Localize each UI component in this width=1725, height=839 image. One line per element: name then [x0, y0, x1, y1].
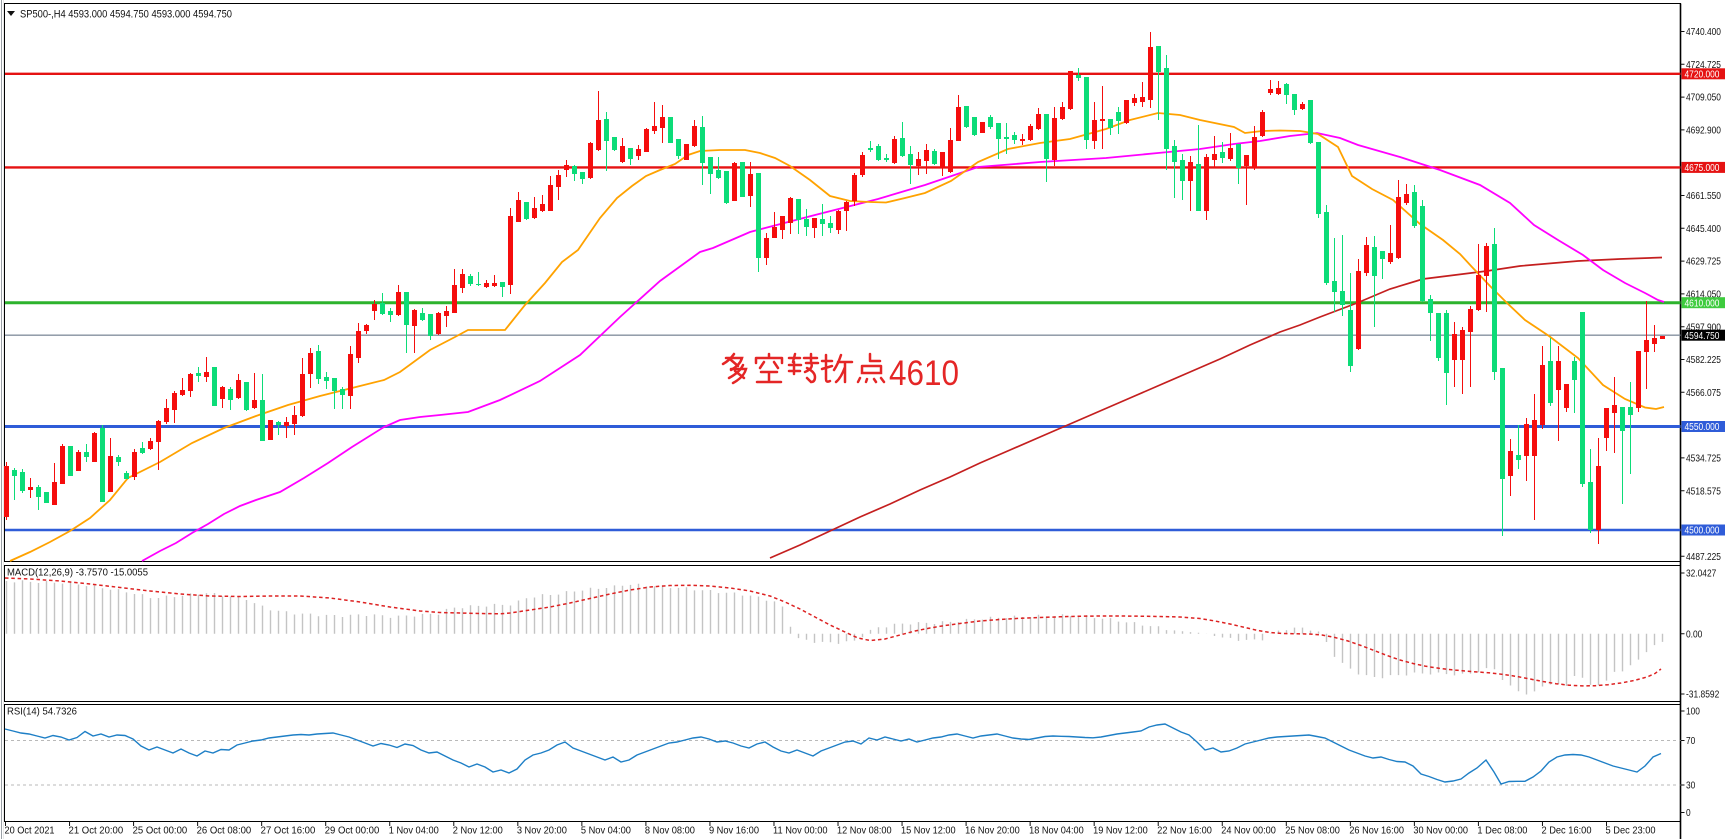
- svg-text:4518.575: 4518.575: [1686, 485, 1721, 497]
- svg-text:MACD(12,26,9) -3.7570 -15.0055: MACD(12,26,9) -3.7570 -15.0055: [7, 567, 148, 579]
- svg-text:26 Nov 16:00: 26 Nov 16:00: [1349, 824, 1404, 836]
- svg-text:3 Nov 20:00: 3 Nov 20:00: [517, 824, 567, 836]
- svg-text:2 Nov 12:00: 2 Nov 12:00: [453, 824, 503, 836]
- svg-text:4550.000: 4550.000: [1685, 421, 1720, 433]
- svg-text:30: 30: [1686, 780, 1695, 792]
- svg-text:2 Dec 16:00: 2 Dec 16:00: [1541, 824, 1591, 836]
- svg-text:100: 100: [1686, 706, 1700, 718]
- svg-text:12 Nov 08:00: 12 Nov 08:00: [837, 824, 892, 836]
- svg-text:26 Oct 08:00: 26 Oct 08:00: [197, 824, 252, 836]
- svg-text:4500.000: 4500.000: [1685, 525, 1720, 537]
- svg-text:4692.900: 4692.900: [1686, 125, 1721, 137]
- svg-text:19 Nov 12:00: 19 Nov 12:00: [1093, 824, 1148, 836]
- svg-text:5 Dec 23:00: 5 Dec 23:00: [1606, 824, 1656, 836]
- svg-text:25 Oct 00:00: 25 Oct 00:00: [133, 824, 188, 836]
- svg-text:9 Nov 16:00: 9 Nov 16:00: [709, 824, 759, 836]
- svg-text:0: 0: [1686, 807, 1691, 819]
- svg-text:27 Oct 16:00: 27 Oct 16:00: [261, 824, 316, 836]
- svg-text:21 Oct 20:00: 21 Oct 20:00: [69, 824, 124, 836]
- svg-text:8 Nov 08:00: 8 Nov 08:00: [645, 824, 695, 836]
- svg-text:SP500-,H4 4593.000 4594.750 4: SP500-,H4 4593.000 4594.750 4593.000 459…: [20, 9, 232, 21]
- svg-text:1 Dec 08:00: 1 Dec 08:00: [1477, 824, 1527, 836]
- svg-text:4582.225: 4582.225: [1686, 354, 1721, 366]
- svg-text:4629.725: 4629.725: [1686, 256, 1721, 268]
- svg-text:4675.000: 4675.000: [1685, 162, 1720, 174]
- svg-text:4720.000: 4720.000: [1685, 69, 1720, 81]
- svg-text:18 Nov 04:00: 18 Nov 04:00: [1029, 824, 1084, 836]
- svg-text:4487.225: 4487.225: [1686, 551, 1721, 563]
- svg-text:70: 70: [1686, 735, 1695, 747]
- svg-text:4645.400: 4645.400: [1686, 223, 1721, 235]
- svg-text:15 Nov 12:00: 15 Nov 12:00: [901, 824, 956, 836]
- svg-text:29 Oct 00:00: 29 Oct 00:00: [325, 824, 380, 836]
- svg-text:4709.050: 4709.050: [1686, 92, 1721, 104]
- svg-text:11 Nov 00:00: 11 Nov 00:00: [773, 824, 828, 836]
- svg-text:4661.550: 4661.550: [1686, 190, 1721, 202]
- svg-text:4566.075: 4566.075: [1686, 387, 1721, 399]
- svg-text:4740.400: 4740.400: [1686, 26, 1721, 38]
- svg-text:16 Nov 20:00: 16 Nov 20:00: [965, 824, 1020, 836]
- svg-text:30 Nov 00:00: 30 Nov 00:00: [1413, 824, 1468, 836]
- svg-text:25 Nov 08:00: 25 Nov 08:00: [1285, 824, 1340, 836]
- svg-text:4594.750: 4594.750: [1685, 330, 1720, 342]
- svg-text:22 Nov 16:00: 22 Nov 16:00: [1157, 824, 1212, 836]
- svg-text:24 Nov 00:00: 24 Nov 00:00: [1221, 824, 1276, 836]
- svg-text:5 Nov 04:00: 5 Nov 04:00: [581, 824, 631, 836]
- svg-text:4724.725: 4724.725: [1686, 59, 1721, 71]
- svg-text:-31.8592: -31.8592: [1686, 689, 1719, 701]
- svg-text:4534.725: 4534.725: [1686, 453, 1721, 465]
- svg-text:20 Oct 2021: 20 Oct 2021: [5, 824, 55, 836]
- svg-text:0.00: 0.00: [1686, 628, 1702, 640]
- svg-text:1 Nov 04:00: 1 Nov 04:00: [389, 824, 439, 836]
- svg-text:4610: 4610: [889, 354, 959, 393]
- svg-text:RSI(14) 54.7326: RSI(14) 54.7326: [7, 706, 77, 718]
- svg-text:4610.000: 4610.000: [1685, 297, 1720, 309]
- svg-text:32.0427: 32.0427: [1686, 568, 1716, 580]
